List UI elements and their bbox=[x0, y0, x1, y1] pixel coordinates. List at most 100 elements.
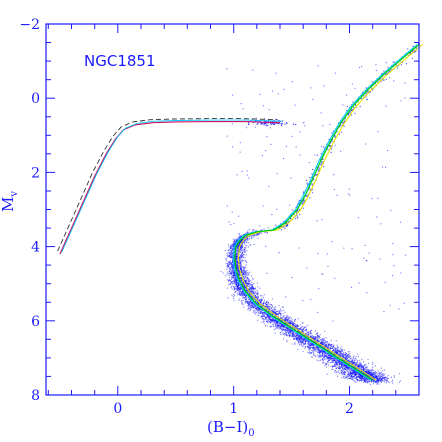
star-point-2406 bbox=[281, 328, 283, 330]
star-point-3264 bbox=[282, 325, 284, 327]
star-point-173 bbox=[243, 248, 245, 250]
star-point-4040 bbox=[241, 281, 243, 283]
star-point-2901 bbox=[337, 363, 339, 365]
star-point-4471 bbox=[332, 348, 334, 350]
star-point-2759 bbox=[386, 376, 388, 378]
star-point-4634 bbox=[241, 253, 243, 255]
star-point-4562 bbox=[297, 336, 299, 338]
star-point-3092 bbox=[305, 346, 307, 348]
star-point-1288 bbox=[244, 270, 246, 272]
star-point-559 bbox=[331, 344, 333, 346]
star-point-4211 bbox=[242, 274, 244, 276]
star-point-4578 bbox=[255, 296, 257, 298]
star-point-388 bbox=[244, 259, 246, 261]
star-point-3846 bbox=[328, 353, 330, 355]
star-point-3236 bbox=[355, 362, 357, 364]
star-point-4730 bbox=[254, 298, 256, 300]
star-point-4639 bbox=[304, 339, 306, 341]
star-point-4875 bbox=[324, 330, 326, 332]
star-point-2929 bbox=[309, 352, 311, 354]
star-point-4401 bbox=[302, 340, 304, 342]
star-point-1247 bbox=[347, 374, 349, 376]
star-point-4394 bbox=[246, 282, 248, 284]
star-point-4099 bbox=[234, 246, 236, 248]
star-point-2521 bbox=[282, 327, 284, 329]
star-point-3861 bbox=[300, 341, 302, 343]
star-point-2692 bbox=[344, 364, 346, 366]
star-point-951 bbox=[267, 302, 269, 304]
star-point-4965 bbox=[248, 298, 250, 300]
star-point-4261 bbox=[248, 289, 250, 291]
star-point-442 bbox=[307, 343, 309, 345]
star-point-1722 bbox=[250, 289, 252, 291]
star-point-1078 bbox=[378, 379, 380, 381]
star-point-2792 bbox=[359, 365, 361, 367]
star-point-2102 bbox=[269, 308, 271, 310]
star-point-3985 bbox=[364, 370, 366, 372]
star-point-3031 bbox=[275, 320, 277, 322]
star-point-2324 bbox=[379, 378, 381, 380]
star-point-722 bbox=[286, 341, 288, 343]
star-point-3760 bbox=[238, 233, 240, 235]
star-point-4489 bbox=[359, 373, 361, 375]
star-point-4934 bbox=[321, 342, 323, 344]
star-point-3825 bbox=[357, 365, 359, 367]
star-point-2768 bbox=[354, 375, 356, 377]
star-point-4445 bbox=[296, 338, 298, 340]
star-point-2435 bbox=[316, 340, 318, 342]
star-point-1527 bbox=[257, 290, 259, 292]
star-point-2337 bbox=[257, 314, 259, 316]
star-point-1566 bbox=[302, 330, 304, 332]
star-point-858 bbox=[249, 286, 251, 288]
star-point-1411 bbox=[233, 258, 235, 260]
star-point-357 bbox=[234, 250, 236, 252]
star-point-402 bbox=[295, 324, 297, 326]
star-point-3460 bbox=[235, 278, 237, 280]
star-point-2875 bbox=[365, 370, 367, 372]
star-point-2855 bbox=[340, 355, 342, 357]
star-point-269 bbox=[244, 297, 246, 299]
star-point-932 bbox=[235, 277, 237, 279]
star-point-4778 bbox=[287, 329, 289, 331]
star-point-2853 bbox=[281, 320, 283, 322]
star-point-3864 bbox=[230, 287, 232, 289]
star-point-3284 bbox=[274, 319, 276, 321]
star-point-4055 bbox=[241, 293, 243, 295]
star-point-2721 bbox=[303, 331, 305, 333]
star-point-1706 bbox=[323, 337, 325, 339]
star-point-1854 bbox=[296, 339, 298, 341]
star-point-4896 bbox=[305, 341, 307, 343]
star-point-4076 bbox=[289, 331, 291, 333]
star-point-4259 bbox=[330, 355, 332, 357]
star-point-4560 bbox=[375, 374, 377, 376]
star-point-4090 bbox=[351, 364, 353, 366]
star-point-3739 bbox=[323, 350, 325, 352]
star-point-1461 bbox=[286, 315, 288, 317]
star-point-2954 bbox=[236, 284, 238, 286]
star-point-985 bbox=[281, 317, 283, 319]
star-point-1344 bbox=[241, 269, 243, 271]
star-point-1525 bbox=[238, 260, 240, 262]
star-point-3263 bbox=[313, 344, 315, 346]
star-point-4723 bbox=[366, 367, 368, 369]
star-point-3210 bbox=[375, 376, 377, 378]
star-point-3548 bbox=[336, 359, 338, 361]
star-point-494 bbox=[246, 273, 248, 275]
star-point-3698 bbox=[344, 354, 346, 356]
star-point-4623 bbox=[248, 242, 250, 244]
star-point-2958 bbox=[340, 355, 342, 357]
star-point-2873 bbox=[255, 308, 257, 310]
star-point-3100 bbox=[280, 322, 282, 324]
star-point-4511 bbox=[235, 282, 237, 284]
star-point-3896 bbox=[246, 270, 248, 272]
star-point-4971 bbox=[336, 353, 338, 355]
star-point-3540 bbox=[231, 288, 233, 290]
star-point-4982 bbox=[357, 375, 359, 377]
star-point-1807 bbox=[257, 286, 259, 288]
star-point-860 bbox=[312, 351, 314, 353]
star-point-4245 bbox=[307, 348, 309, 350]
star-point-2527 bbox=[333, 361, 335, 363]
star-point-1749 bbox=[246, 297, 248, 299]
star-point-2297 bbox=[373, 381, 375, 383]
star-point-335 bbox=[372, 366, 374, 368]
